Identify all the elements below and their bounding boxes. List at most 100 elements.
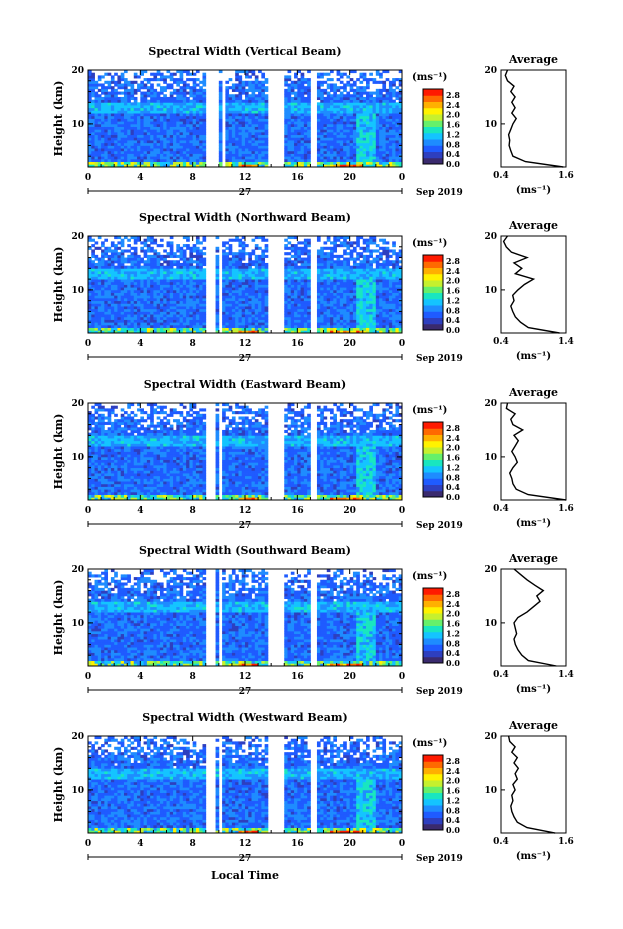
heatmap-cell [157,100,161,103]
heatmap-cell [382,154,386,157]
heatmap-cell [245,156,249,159]
heatmap-cell [114,247,118,250]
heatmap-cell [307,255,311,258]
heatmap-cell [248,252,252,255]
heatmap-cell [186,266,190,269]
heatmap-cell [343,145,347,148]
heatmap-cell [124,83,128,86]
heatmap-cell [340,145,344,148]
heatmap-cell [222,274,226,277]
heatmap-cell [150,105,154,108]
heatmap-cell [242,325,246,328]
heatmap-cell [232,252,236,255]
heatmap-cell [202,258,206,261]
heatmap-cell [225,293,229,296]
heatmap-cell [265,328,269,331]
heatmap-cell [324,100,328,103]
heatmap-cell [304,121,308,124]
heatmap-cell [189,317,193,320]
heatmap-cell [324,137,328,140]
heatmap-cell [111,78,115,81]
heatmap-cell [359,94,363,97]
heatmap-cell [196,148,200,151]
heatmap-cell [301,306,305,309]
heatmap-cell [180,282,184,285]
heatmap-cell [196,317,200,320]
heatmap-cell [199,135,203,138]
heatmap-cell [117,303,121,306]
heatmap-cell [382,110,386,113]
heatmap-cell [304,145,308,148]
heatmap-cell [294,311,298,314]
heatmap-cell [114,92,118,95]
heatmap-cell [235,252,239,255]
heatmap-cell [346,140,350,143]
heatmap-cell [91,293,95,296]
heatmap-cell [327,252,331,255]
heatmap-cell [288,94,292,97]
heatmap-cell [238,113,242,116]
heatmap-cell [245,290,249,293]
heatmap-cell [104,113,108,116]
x-tick-label: 8 [190,173,196,183]
heatmap-cell [95,94,99,97]
heatmap-cell [167,137,171,140]
heatmap-cell [320,113,324,116]
heatmap-cell [216,306,220,309]
heatmap-cell [101,301,105,304]
heatmap-cell [147,162,151,165]
heatmap-cell [196,287,200,290]
heatmap-cell [389,137,393,140]
heatmap-cell [131,102,135,105]
heatmap-cell [180,162,184,165]
heatmap-cell [199,263,203,266]
heatmap-cell [202,140,206,143]
heatmap-cell [346,137,350,140]
heatmap-cell [320,156,324,159]
heatmap-cell [196,105,200,108]
heatmap-cell [235,295,239,298]
heatmap-cell [327,148,331,151]
heatmap-cell [98,83,102,86]
heatmap-cell [235,94,239,97]
heatmap-cell [144,306,148,309]
heatmap-cell [160,92,164,95]
heatmap-cell [255,148,259,151]
heatmap-cell [101,127,105,130]
heatmap-cell [137,311,141,314]
heatmap-cell [284,282,288,285]
heatmap-cell [301,159,305,162]
heatmap-cell [121,271,125,274]
heatmap-cell [147,266,151,269]
heatmap-cell [320,325,324,328]
heatmap-cell [160,309,164,312]
heatmap-cell [389,121,393,124]
heatmap-cell [91,113,95,116]
heatmap-cell [242,124,246,127]
heatmap-cell [202,154,206,157]
heatmap-cell [242,119,246,122]
heatmap-cell [225,159,229,162]
heatmap-cell [330,121,334,124]
heatmap-cell [160,239,164,242]
heatmap-cell [248,260,252,263]
heatmap-cell [98,121,102,124]
heatmap-cell [150,92,154,95]
heatmap-cell [121,249,125,252]
heatmap-cell [186,154,190,157]
heatmap-cell [301,75,305,78]
heatmap-cell [111,124,115,127]
heatmap-cell [124,276,128,279]
heatmap-cell [101,75,105,78]
heatmap-cell [232,260,236,263]
heatmap-cell [222,306,226,309]
heatmap-cell [222,268,226,271]
heatmap-cell [114,311,118,314]
heatmap-cell [193,314,197,317]
heatmap-cell [180,143,184,146]
heatmap-cell [301,260,305,263]
heatmap-cell [317,92,321,95]
heatmap-cell [369,119,373,122]
heatmap-cell [121,241,125,244]
heatmap-cell [160,86,164,89]
